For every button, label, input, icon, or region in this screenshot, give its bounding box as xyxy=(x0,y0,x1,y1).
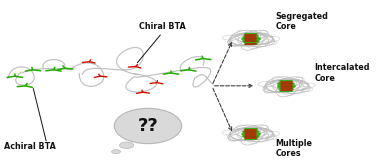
Ellipse shape xyxy=(114,108,182,144)
Text: Multiple
Cores: Multiple Cores xyxy=(276,139,313,158)
Text: Intercalated
Core: Intercalated Core xyxy=(315,63,370,83)
Text: Achiral BTA: Achiral BTA xyxy=(4,142,56,151)
Ellipse shape xyxy=(112,150,121,154)
Ellipse shape xyxy=(119,142,134,148)
Text: ??: ?? xyxy=(138,117,158,135)
Text: Chiral BTA: Chiral BTA xyxy=(139,22,186,31)
Text: Segregated
Core: Segregated Core xyxy=(276,12,328,31)
